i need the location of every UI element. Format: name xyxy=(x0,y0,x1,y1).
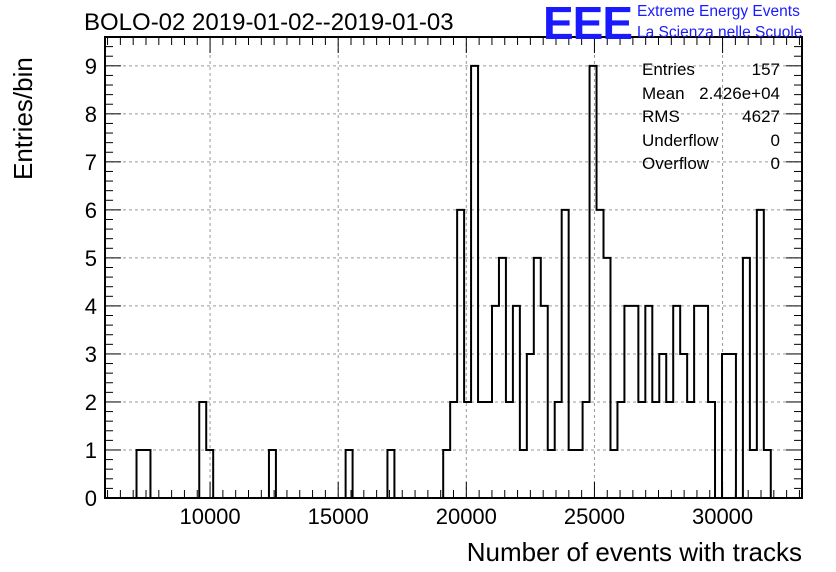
y-tick-label: 8 xyxy=(85,102,97,127)
logo-line-2: La Scienza nelle Scuole xyxy=(637,24,803,41)
x-tick-label: 30000 xyxy=(692,504,753,529)
y-tick-label: 6 xyxy=(85,198,97,223)
stat-row-underflow: Underflow 0 xyxy=(640,129,780,153)
stat-value: 0 xyxy=(770,130,780,150)
plot-frame xyxy=(104,36,803,499)
eee-logo: EEE xyxy=(543,0,633,49)
stat-row-mean: Mean 2.426e+04 xyxy=(640,82,780,106)
stat-value: 2.426e+04 xyxy=(699,83,780,103)
x-axis-label: Number of events with tracks xyxy=(466,537,802,567)
x-tick-label: 25000 xyxy=(564,504,625,529)
x-tick-label: 20000 xyxy=(436,504,497,529)
y-axis-label: Entries/bin xyxy=(8,57,38,180)
stat-label: Mean xyxy=(642,83,685,103)
y-tick-label: 9 xyxy=(85,54,97,79)
stat-row-rms: RMS 4627 xyxy=(640,105,780,129)
y-tick-label: 4 xyxy=(85,294,97,319)
stats-box: Entries 157 Mean 2.426e+04 RMS 4627 Unde… xyxy=(640,58,780,176)
x-tick-label: 15000 xyxy=(308,504,369,529)
y-tick-label: 2 xyxy=(85,390,97,415)
stat-label: Overflow xyxy=(642,154,710,173)
y-tick-label: 0 xyxy=(85,486,97,511)
stat-value: 157 xyxy=(751,60,780,79)
x-tick-label: 10000 xyxy=(179,504,240,529)
stat-value: 4627 xyxy=(742,107,780,126)
histogram-outline xyxy=(135,64,772,499)
y-tick-label: 1 xyxy=(85,438,97,463)
stat-label: Entries xyxy=(642,60,695,79)
y-tick-label: 7 xyxy=(85,150,97,175)
axis-ticks xyxy=(105,36,802,499)
chart-title: BOLO-02 2019-01-02--2019-01-03 xyxy=(84,9,454,36)
y-tick-label: 3 xyxy=(85,342,97,367)
stat-label: RMS xyxy=(642,107,680,126)
stat-row-overflow: Overflow 0 xyxy=(640,152,780,176)
y-tick-label: 5 xyxy=(85,246,97,271)
stat-value: 0 xyxy=(770,154,780,173)
tick-labels: 0 1 2 3 4 5 6 7 8 9 10000 15000 20000 25000 30000 xyxy=(85,54,753,529)
stat-label: Underflow xyxy=(642,130,719,150)
stat-row-entries: Entries 157 xyxy=(640,58,780,82)
logo-line-1: Extreme Energy Events xyxy=(637,3,800,20)
